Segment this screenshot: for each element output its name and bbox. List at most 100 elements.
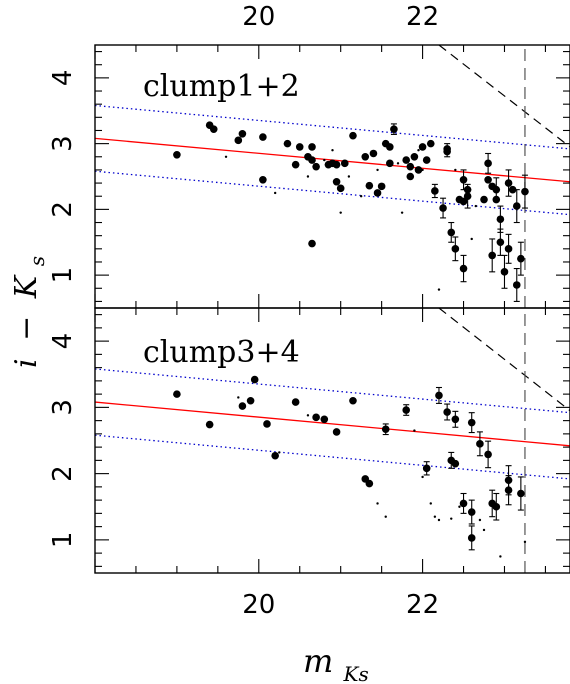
data-point-66 [517, 254, 525, 263]
x-tick-label-bottom: 20 [242, 590, 275, 620]
panel-frame [94, 307, 570, 574]
data-point-62 [504, 245, 513, 253]
data-point-30 [504, 476, 513, 485]
small-data-point-3 [331, 149, 334, 152]
data-point-2 [238, 402, 247, 410]
reference-line-dotted-1 [95, 104, 570, 150]
y-tick-label: 4 [48, 70, 78, 87]
data-point-48 [463, 185, 472, 194]
small-data-point-15 [323, 158, 326, 162]
x-tick-label-bottom: 22 [406, 590, 439, 620]
data-point-59 [488, 251, 496, 260]
y-tick-label: 2 [48, 201, 78, 218]
small-data-point-14 [523, 540, 527, 544]
small-data-point-12 [478, 518, 482, 522]
data-point-50 [459, 264, 468, 273]
data-point-8 [295, 143, 304, 151]
small-data-point-13 [499, 555, 502, 558]
data-point-21 [451, 415, 460, 424]
y-axis-label-sub: s [25, 256, 49, 266]
plot-area [95, 45, 570, 308]
data-point-32 [406, 172, 415, 181]
data-point-1 [205, 420, 214, 429]
y-axis-label-minus: − [9, 316, 44, 341]
small-data-point-9 [417, 149, 420, 152]
x-tick-label-top: 22 [406, 2, 439, 32]
data-point-31 [504, 486, 513, 494]
data-point-11 [308, 143, 316, 151]
data-point-55 [492, 185, 501, 194]
data-point-13 [312, 162, 320, 171]
plot-area [95, 308, 570, 573]
data-point-31 [402, 156, 411, 164]
reference-line-dotted-2 [95, 434, 570, 480]
data-point-7 [291, 398, 300, 406]
data-point-26 [377, 182, 386, 191]
y-tick-label: 3 [48, 135, 78, 152]
small-data-point-9 [450, 517, 453, 520]
small-data-point-7 [433, 515, 437, 518]
data-point-14 [308, 239, 316, 248]
data-point-13 [365, 479, 374, 488]
data-point-33 [410, 152, 419, 161]
small-data-point-13 [470, 237, 473, 241]
data-point-19 [336, 184, 345, 193]
data-point-29 [492, 502, 501, 511]
data-point-3 [246, 396, 255, 405]
data-point-34 [414, 166, 423, 174]
data-point-61 [504, 179, 513, 187]
data-point-65 [512, 281, 521, 289]
small-data-point-2 [306, 414, 310, 417]
data-point-58 [496, 238, 505, 247]
reference-line-dotted-2 [95, 170, 570, 216]
small-data-point-4 [339, 211, 342, 214]
data-point-18 [332, 160, 341, 169]
reference-line-dashed-3 [438, 308, 570, 412]
x-axis-label-m: m [303, 642, 333, 680]
panel-clump3-4: 20 22 1 2 3 4 [48, 307, 570, 620]
data-point-5 [263, 420, 271, 428]
data-point-57 [496, 215, 505, 224]
small-data-point-8 [437, 518, 441, 522]
small-data-point-11 [482, 528, 486, 532]
data-point-22 [459, 499, 468, 508]
data-point-21 [349, 131, 357, 140]
data-point-9 [291, 160, 300, 169]
data-point-39 [431, 187, 439, 195]
reference-line-solid-0 [95, 401, 570, 447]
small-data-point-5 [347, 175, 351, 178]
data-point-4 [250, 375, 259, 384]
small-data-point-2 [306, 175, 310, 178]
data-point-3 [234, 136, 243, 145]
data-point-49 [463, 192, 472, 201]
data-point-18 [443, 408, 451, 416]
data-point-63 [508, 185, 517, 194]
data-point-5 [259, 133, 267, 141]
small-data-point-6 [359, 195, 363, 198]
data-point-10 [332, 428, 341, 436]
data-point-67 [521, 187, 529, 196]
small-data-point-0 [224, 155, 228, 158]
y-tick-label: 2 [48, 465, 78, 482]
data-point-23 [467, 508, 476, 516]
small-data-point-4 [384, 515, 387, 518]
small-data-point-10 [437, 288, 441, 291]
small-data-point-12 [474, 204, 478, 208]
data-point-36 [418, 143, 427, 151]
data-point-20 [340, 159, 349, 168]
data-point-9 [320, 415, 329, 424]
data-point-27 [484, 450, 492, 459]
x-axis-label: m Ks [303, 642, 369, 684]
small-data-point-0 [237, 396, 240, 399]
data-point-32 [517, 489, 525, 498]
data-point-17 [435, 391, 443, 400]
small-data-point-1 [273, 191, 277, 195]
data-point-52 [484, 159, 492, 168]
data-point-22 [361, 152, 370, 161]
small-data-point-6 [421, 475, 424, 479]
data-point-64 [512, 202, 521, 210]
data-point-2 [209, 125, 218, 133]
data-point-24 [467, 534, 476, 542]
data-point-15 [402, 406, 411, 414]
data-point-12 [308, 156, 316, 164]
